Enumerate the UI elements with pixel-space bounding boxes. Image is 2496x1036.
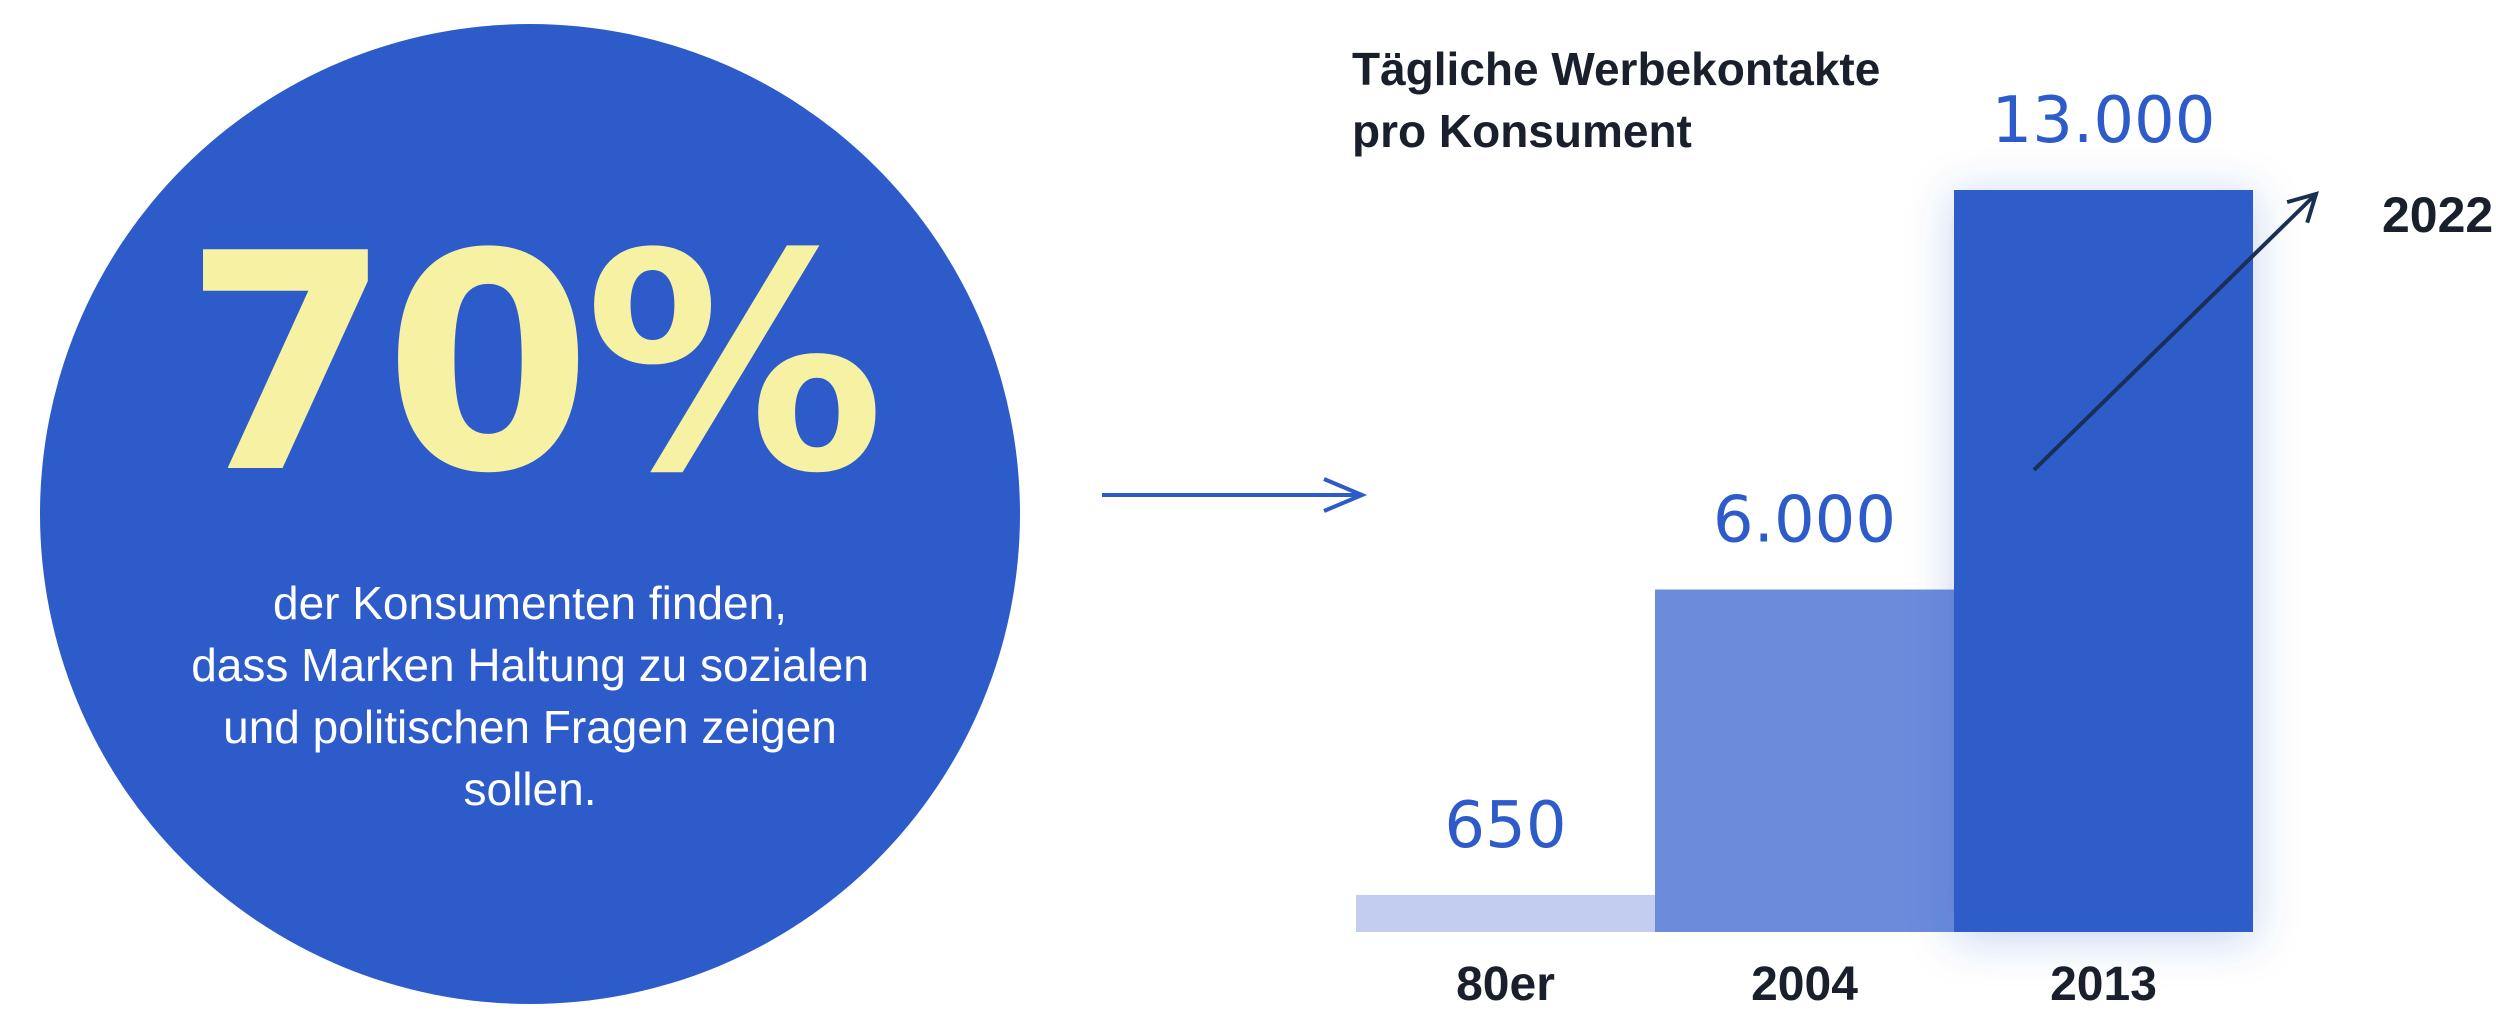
connector-arrow-icon (1102, 477, 1368, 513)
x-tick-label: 2004 (1751, 958, 1858, 1011)
trend-annotation-label: 2022 (2382, 187, 2493, 243)
x-tick-label: 2013 (2050, 958, 2157, 1011)
bar-value-label: 6.000 (1713, 484, 1896, 558)
bar-80er (1356, 894, 1655, 932)
stat-description-line: dass Marken Haltung zu sozialen (191, 639, 869, 691)
stat-description-line: der Konsumenten finden, (272, 577, 788, 629)
stat-description: der Konsumenten finden, dass Marken Halt… (40, 572, 1020, 820)
stat-description-line: sollen. (463, 763, 597, 815)
chart-title-line: Tägliche Werbekontakte (1352, 43, 1881, 95)
trend-arrow-icon (2032, 191, 2319, 472)
stat-description-line: und politischen Fragen zeigen (223, 701, 837, 753)
x-tick-label: 80er (1456, 958, 1555, 1011)
stat-circle (40, 24, 1020, 1004)
chart-title-line: pro Konsument (1352, 105, 1692, 157)
bar-2004 (1655, 589, 1954, 932)
bar-2013 (1954, 190, 2253, 932)
bar-value-label: 13.000 (1992, 84, 2216, 158)
bar-value-label: 650 (1444, 789, 1566, 863)
chart-title: Tägliche Werbekontakte pro Konsument (1352, 38, 1880, 162)
stat-percentage: 70% (182, 190, 885, 539)
